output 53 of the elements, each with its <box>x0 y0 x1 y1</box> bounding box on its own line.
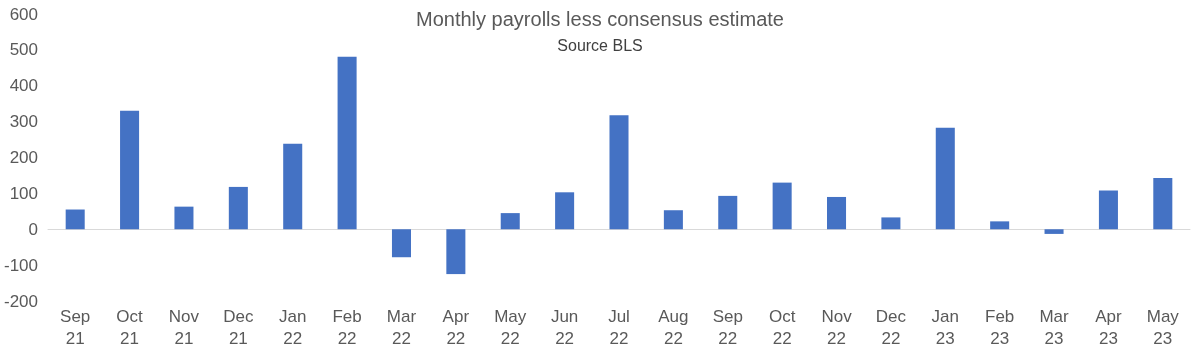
bar <box>609 115 629 230</box>
x-tick-label: May 22 <box>494 306 527 348</box>
y-tick-label: -100 <box>3 255 38 275</box>
x-tick-label: Feb 22 <box>332 306 362 348</box>
bar <box>120 110 140 230</box>
x-tick-label: Oct 22 <box>768 306 796 348</box>
bar <box>555 192 575 230</box>
x-tick-label: Feb 23 <box>985 306 1015 348</box>
bar <box>1153 177 1173 230</box>
x-tick-label: Apr 23 <box>1095 306 1122 348</box>
y-tick-label: 0 <box>28 219 38 239</box>
bar <box>391 229 411 258</box>
x-tick-label: Nov 21 <box>168 306 200 348</box>
bar <box>446 229 466 275</box>
x-tick-label: Jan 23 <box>931 306 959 348</box>
y-tick-label: 400 <box>9 76 38 96</box>
bar <box>881 217 901 230</box>
y-tick-label: 100 <box>9 183 38 203</box>
bar <box>935 127 955 230</box>
bar <box>283 143 303 230</box>
x-tick-label: Jan 22 <box>279 306 307 348</box>
y-tick-label: 200 <box>9 148 38 167</box>
text: Source BLS <box>557 36 643 54</box>
bar <box>500 213 520 230</box>
bar <box>1098 190 1118 230</box>
y-tick-label: 600 <box>9 4 38 24</box>
y-tick-label: 300 <box>9 112 38 132</box>
bar <box>65 209 85 230</box>
bar <box>1044 229 1064 234</box>
bar <box>990 221 1010 230</box>
y-tick-label: -200 <box>3 291 38 311</box>
x-tick-label: Sep 21 <box>60 306 91 348</box>
x-tick-label: Dec 21 <box>223 306 254 348</box>
bar <box>718 195 738 230</box>
x-tick-label: Apr 22 <box>442 306 470 348</box>
x-tick-label: Dec 22 <box>875 306 907 348</box>
x-tick-label: Jun 22 <box>550 306 579 348</box>
x-tick-label: Nov 22 <box>821 306 853 348</box>
bar <box>772 182 792 230</box>
chart-title: Monthly payrolls less consensus estimate <box>416 8 784 30</box>
x-tick-label: Sep 22 <box>712 306 743 348</box>
bar <box>174 206 194 230</box>
x-tick-label: Aug 22 <box>658 306 689 348</box>
x-tick-label: Oct 21 <box>116 306 144 348</box>
x-tick-label: May 23 <box>1146 306 1180 348</box>
bar <box>337 56 357 230</box>
bar <box>663 210 683 230</box>
bar <box>827 196 847 230</box>
x-tick-label: Mar 23 <box>1039 306 1070 348</box>
x-tick-label: Mar 22 <box>386 306 417 348</box>
x-tick-label: Jul 22 <box>608 306 630 348</box>
y-tick-label: 500 <box>9 40 38 60</box>
bar <box>228 186 248 230</box>
